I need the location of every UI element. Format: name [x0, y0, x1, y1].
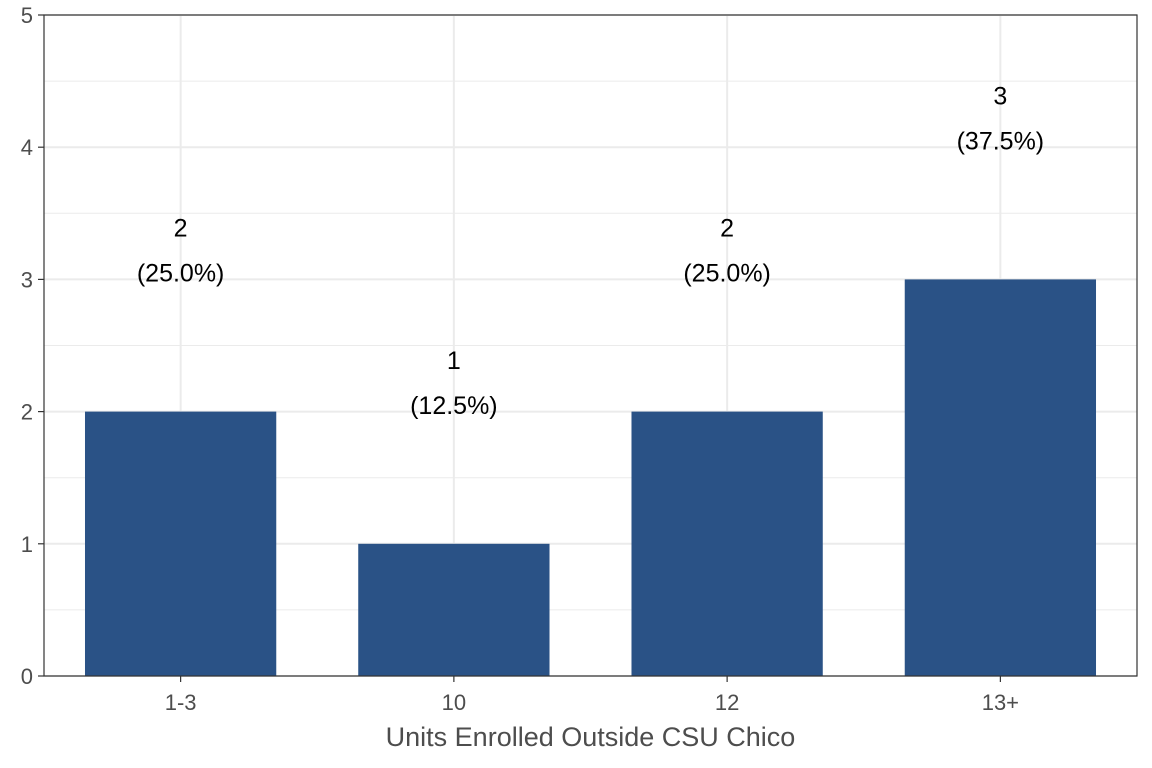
bar-13+	[904, 279, 1097, 676]
x-tick-label: 12	[715, 690, 739, 715]
x-tick-label: 13+	[982, 690, 1019, 715]
bars	[84, 279, 1097, 676]
data-label-percent: (25.0%)	[683, 260, 771, 288]
data-label-percent: (37.5%)	[957, 127, 1045, 155]
data-label-count: 2	[174, 215, 188, 243]
y-tick-label: 1	[21, 532, 33, 557]
data-label-count: 3	[993, 82, 1007, 110]
y-tick-label: 5	[21, 3, 33, 28]
data-label-count: 1	[447, 347, 461, 375]
bar-12	[631, 411, 823, 676]
data-label-percent: (25.0%)	[137, 260, 225, 288]
data-label-count: 2	[720, 215, 734, 243]
data-labels: 2 (25.0%) 1 (12.5%) 2 (25.0%) 3 (37.5%)	[137, 82, 1044, 419]
y-tick-label: 2	[21, 400, 33, 425]
y-tick-label: 4	[21, 135, 33, 160]
x-tick-label: 10	[442, 690, 466, 715]
y-tick-label: 0	[21, 664, 33, 689]
x-axis-title: Units Enrolled Outside CSU Chico	[386, 722, 796, 752]
bar-1-3	[84, 411, 277, 676]
x-axis: 1-3 10 12 13+	[165, 676, 1019, 715]
bar-10	[358, 543, 550, 676]
y-tick-label: 3	[21, 267, 33, 292]
x-tick-label: 1-3	[165, 690, 197, 715]
data-label-percent: (12.5%)	[410, 392, 498, 420]
y-axis: 0 1 2 3 4 5	[21, 3, 44, 689]
panel-border	[43, 14, 1138, 677]
